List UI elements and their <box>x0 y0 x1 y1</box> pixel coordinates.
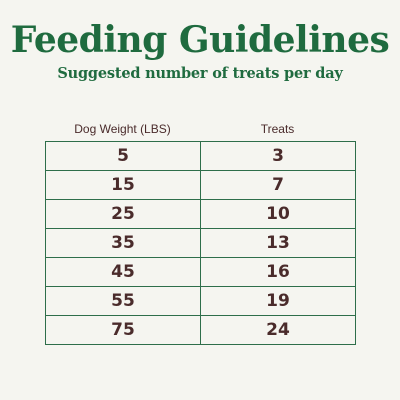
weight-cell: 15 <box>45 170 201 200</box>
table-row: 55 19 <box>45 286 356 316</box>
table-row: 5 3 <box>45 141 356 171</box>
page-title: Feeding Guidelines <box>10 19 390 61</box>
page-subtitle: Suggested number of treats per day <box>57 65 343 82</box>
weight-cell: 45 <box>45 257 201 287</box>
weight-cell: 55 <box>45 286 201 316</box>
feeding-table: 5 3 15 7 25 10 35 13 45 16 55 19 75 24 <box>45 141 356 345</box>
treats-cell: 10 <box>200 199 356 229</box>
weight-cell: 75 <box>45 315 201 345</box>
column-header-treats: Treats <box>260 122 295 136</box>
treats-cell: 3 <box>200 141 356 171</box>
treats-cell: 19 <box>200 286 356 316</box>
weight-cell: 25 <box>45 199 201 229</box>
table-row: 45 16 <box>45 257 356 287</box>
table-row: 15 7 <box>45 170 356 200</box>
table-row: 75 24 <box>45 315 356 345</box>
treats-cell: 13 <box>200 228 356 258</box>
table-row: 25 10 <box>45 199 356 229</box>
treats-cell: 24 <box>200 315 356 345</box>
treats-cell: 16 <box>200 257 356 287</box>
weight-cell: 5 <box>45 141 201 171</box>
column-header-dog-weight: Dog Weight (LBS) <box>74 122 171 136</box>
table-row: 35 13 <box>45 228 356 258</box>
weight-cell: 35 <box>45 228 201 258</box>
treats-cell: 7 <box>200 170 356 200</box>
